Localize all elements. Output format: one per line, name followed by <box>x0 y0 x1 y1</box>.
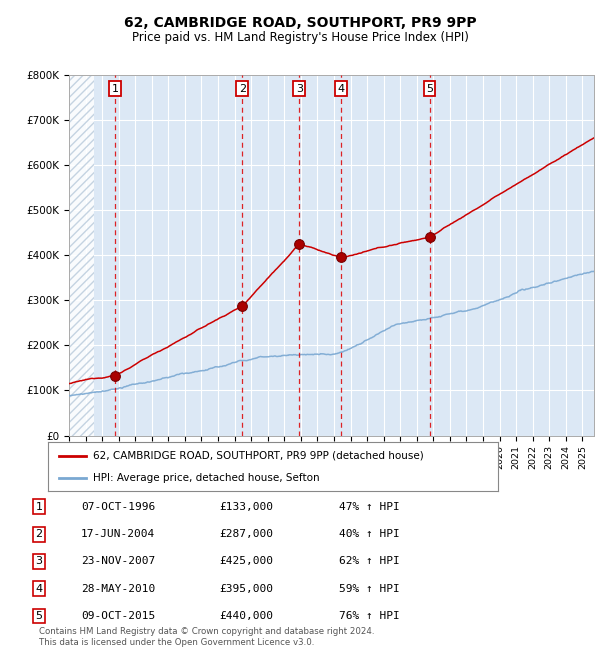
Text: 23-NOV-2007: 23-NOV-2007 <box>81 556 155 566</box>
Text: 5: 5 <box>426 84 433 94</box>
Text: 17-JUN-2004: 17-JUN-2004 <box>81 529 155 539</box>
Text: 76% ↑ HPI: 76% ↑ HPI <box>339 611 400 621</box>
Text: 2: 2 <box>35 529 43 539</box>
Text: 3: 3 <box>296 84 303 94</box>
Text: 07-OCT-1996: 07-OCT-1996 <box>81 502 155 512</box>
Bar <box>69 75 94 436</box>
Text: 47% ↑ HPI: 47% ↑ HPI <box>339 502 400 512</box>
Text: 28-MAY-2010: 28-MAY-2010 <box>81 584 155 593</box>
Text: 5: 5 <box>35 611 43 621</box>
Text: 1: 1 <box>112 84 118 94</box>
Text: 2: 2 <box>239 84 246 94</box>
Text: Price paid vs. HM Land Registry's House Price Index (HPI): Price paid vs. HM Land Registry's House … <box>131 31 469 44</box>
Text: £133,000: £133,000 <box>219 502 273 512</box>
Text: 4: 4 <box>35 584 43 593</box>
Text: 1: 1 <box>35 502 43 512</box>
Text: £425,000: £425,000 <box>219 556 273 566</box>
Text: £440,000: £440,000 <box>219 611 273 621</box>
Text: 09-OCT-2015: 09-OCT-2015 <box>81 611 155 621</box>
Text: HPI: Average price, detached house, Sefton: HPI: Average price, detached house, Seft… <box>93 473 320 483</box>
Text: 4: 4 <box>337 84 344 94</box>
Text: Contains HM Land Registry data © Crown copyright and database right 2024.
This d: Contains HM Land Registry data © Crown c… <box>39 627 374 647</box>
Text: 62, CAMBRIDGE ROAD, SOUTHPORT, PR9 9PP (detached house): 62, CAMBRIDGE ROAD, SOUTHPORT, PR9 9PP (… <box>93 450 424 461</box>
Text: 62% ↑ HPI: 62% ↑ HPI <box>339 556 400 566</box>
Text: 40% ↑ HPI: 40% ↑ HPI <box>339 529 400 539</box>
Text: £287,000: £287,000 <box>219 529 273 539</box>
Text: 59% ↑ HPI: 59% ↑ HPI <box>339 584 400 593</box>
Text: 3: 3 <box>35 556 43 566</box>
Text: 62, CAMBRIDGE ROAD, SOUTHPORT, PR9 9PP: 62, CAMBRIDGE ROAD, SOUTHPORT, PR9 9PP <box>124 16 476 31</box>
Text: £395,000: £395,000 <box>219 584 273 593</box>
